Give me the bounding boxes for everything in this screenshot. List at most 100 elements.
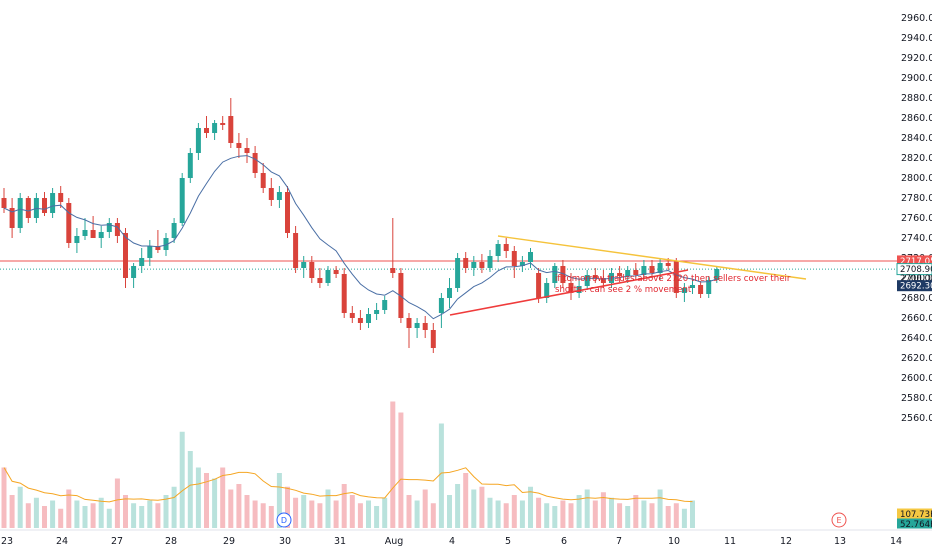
y-tick-label: 2580.00 <box>901 393 932 404</box>
event-marker-d[interactable]: D <box>276 512 292 528</box>
volume-bar <box>42 506 47 528</box>
y-tick-label: 2860.00 <box>901 113 932 124</box>
candle <box>139 248 145 273</box>
candle <box>106 218 112 238</box>
x-tick-label: 14 <box>890 536 902 547</box>
candle <box>382 296 388 314</box>
candle <box>325 266 331 286</box>
support-trendline[interactable] <box>449 269 689 316</box>
volume-bar <box>25 503 31 528</box>
candle <box>544 278 550 303</box>
x-tick-label: 6 <box>561 536 567 547</box>
candle <box>641 260 647 278</box>
candles <box>1 98 720 353</box>
candle <box>438 293 444 328</box>
x-tick-label: 28 <box>165 536 177 547</box>
resistance-trendline[interactable] <box>497 235 807 280</box>
event-marker-e[interactable]: E <box>831 512 847 528</box>
volume-bar <box>131 503 137 528</box>
candle <box>366 308 371 328</box>
volume-bar <box>430 503 436 528</box>
candle <box>349 306 355 323</box>
volume-bar <box>390 401 396 528</box>
volume-bar <box>220 467 226 528</box>
candle <box>309 256 315 283</box>
y-tick-label: 2840.00 <box>901 133 932 144</box>
volume-bar <box>187 451 193 528</box>
candle <box>228 98 234 148</box>
volume-bar <box>147 500 153 528</box>
volume-bar <box>584 489 590 528</box>
volume-bar <box>600 492 606 528</box>
candle <box>317 268 323 288</box>
candle <box>333 266 339 278</box>
candle <box>390 218 396 278</box>
candle <box>17 193 23 233</box>
volume-bar <box>519 500 525 528</box>
x-tick-label: 27 <box>111 536 123 547</box>
candle <box>495 240 501 262</box>
candle <box>90 216 96 238</box>
y-tick-label: 2800.00 <box>901 173 932 184</box>
x-tick-label: 4 <box>449 536 455 547</box>
candle <box>301 256 307 278</box>
ema-line <box>3 155 717 320</box>
volume-bar <box>544 503 550 528</box>
candle <box>511 246 517 278</box>
volume-bar <box>649 503 655 528</box>
candle <box>1 188 7 213</box>
price-tag-navy: 2692.30 <box>897 280 932 292</box>
candle <box>714 266 720 283</box>
candle <box>179 173 185 226</box>
volume-bar <box>341 484 347 528</box>
candle <box>187 148 193 183</box>
time-axis[interactable]: 23 24 27 28 29 30 31 Aug 4 5 6 7 10 11 12 13 14 <box>0 529 932 547</box>
volume-bar <box>66 489 72 528</box>
price-axis[interactable]: 2960.00 2940.00 2920.00 2900.00 2880.00 2860.… <box>901 13 932 424</box>
svg-text:52.764K: 52.764K <box>900 520 932 530</box>
y-tick-label: 2600.00 <box>901 373 932 384</box>
candle <box>649 260 655 278</box>
candle <box>42 192 47 216</box>
svg-text:2708.90: 2708.90 <box>900 265 932 275</box>
candle <box>25 196 31 223</box>
volume-bar <box>398 412 404 528</box>
volume-bar <box>260 503 266 528</box>
candle <box>204 116 209 138</box>
volume-bar <box>617 503 623 528</box>
volume-bar <box>673 503 679 528</box>
annotation-line-1[interactable]: if tomorrow trades above 2720 then selle… <box>555 274 791 284</box>
candle <box>625 266 631 283</box>
volume-bar <box>592 500 598 528</box>
volume-bar <box>511 495 517 528</box>
svg-text:E: E <box>836 516 841 525</box>
candle <box>698 281 704 298</box>
volume-bar <box>228 489 234 528</box>
volume-bar <box>309 500 315 528</box>
x-tick-label: 13 <box>834 536 846 547</box>
volume-moving-average-line <box>3 467 693 503</box>
volume-bar <box>657 489 663 528</box>
candle <box>276 186 282 208</box>
x-tick-label: 5 <box>505 536 511 547</box>
volume-bar <box>487 497 493 528</box>
y-tick-label: 2560.00 <box>901 413 932 424</box>
candle <box>414 318 420 338</box>
volume-bar <box>82 506 88 528</box>
annotation-line-2[interactable]: shorts.. can see 2 % movement <box>555 285 692 295</box>
volume-bar <box>114 478 120 528</box>
volume-bar <box>1 467 7 528</box>
candle <box>74 228 80 253</box>
price-tag-none: 2700.00 <box>900 274 932 284</box>
candle <box>374 303 380 320</box>
volume-bar <box>357 503 363 528</box>
volume-bar <box>374 506 380 528</box>
volume-bar <box>236 484 242 528</box>
candle <box>673 258 679 298</box>
candle <box>536 268 542 303</box>
candle <box>341 268 347 318</box>
price-tag-red: 2717.05 <box>897 255 932 267</box>
